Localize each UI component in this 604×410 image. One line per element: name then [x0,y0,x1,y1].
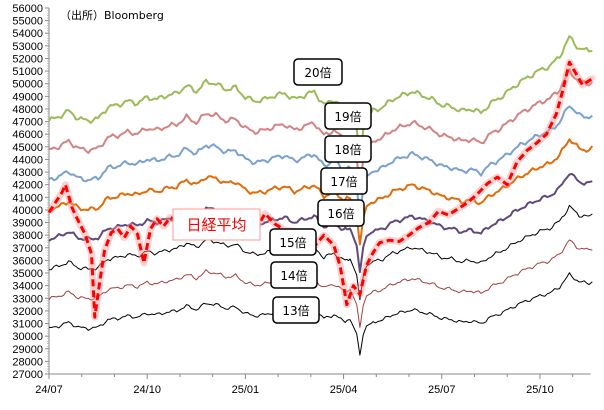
y-tick-label: 56000 [12,3,43,15]
labels-layer: 20倍 19倍 18倍 17倍 16倍 15倍 14倍 13倍 日経平均 [172,58,372,324]
y-tick-label: 39000 [12,218,43,230]
y-tick-label: 53000 [12,41,43,53]
label-text: 15倍 [279,235,306,250]
label-text: 19倍 [334,109,361,124]
y-tick-label: 44000 [12,154,43,166]
y-tick-label: 51000 [12,66,43,78]
label-18x: 18倍 [324,135,372,163]
label-19x: 19倍 [324,102,372,130]
y-tick-label: 29000 [12,344,43,356]
label-text: 17倍 [330,174,357,189]
label-text: 13倍 [282,303,309,318]
label-box [320,167,368,195]
y-tick-label: 47000 [12,117,43,129]
series-line-15x [48,204,593,301]
label-box [272,296,320,324]
label-box [270,261,318,289]
x-tick-label: 25/07 [428,384,456,396]
y-tick-label: 38000 [12,230,43,242]
y-tick-label: 45000 [12,142,43,154]
x-tick-label: 25/10 [526,384,554,396]
label-16x: 16倍 [317,199,365,227]
label-text: 20倍 [304,65,331,80]
y-tick-label: 32000 [12,306,43,318]
y-tick-label: 49000 [12,91,43,103]
y-tick-label: 50000 [12,79,43,91]
x-tick-label: 25/01 [232,384,260,396]
series-line-20x [48,35,593,163]
y-tick-label: 27000 [12,369,43,381]
label-14x: 14倍 [270,261,318,289]
y-tick-label: 43000 [12,167,43,179]
y-tick-label: 55000 [12,16,43,28]
label-box [269,228,317,256]
x-tick-label: 25/04 [330,384,358,396]
x-axis: 24/07 24/10 25/01 25/04 25/07 25/10 [35,373,591,396]
label-text: 14倍 [280,268,307,283]
y-tick-label: 36000 [12,255,43,267]
label-15x: 15倍 [269,228,317,256]
label-text: 16倍 [327,206,354,221]
y-tick-label: 31000 [12,319,43,331]
y-tick-label: 30000 [12,331,43,343]
label-box [293,58,343,86]
y-tick-label: 48000 [12,104,43,116]
x-tick-label: 24/10 [133,384,161,396]
label-nikkei: 日経平均 [172,208,261,241]
series-line-13x [48,272,593,356]
nikkei-label-text: 日経平均 [186,216,246,234]
label-17x: 17倍 [320,167,368,195]
label-text: 18倍 [334,142,361,157]
y-tick-label: 37000 [12,243,43,255]
label-20x: 20倍 [293,58,343,86]
y-tick-label: 42000 [12,180,43,192]
y-tick-label: 34000 [12,281,43,293]
label-13x: 13倍 [272,296,320,324]
label-box [324,102,372,130]
label-box [317,199,365,227]
y-tick-label: 33000 [12,293,43,305]
y-tick-label: 52000 [12,53,43,65]
y-tick-label: 54000 [12,28,43,40]
x-tick-label: 24/07 [35,384,63,396]
y-tick-label: 28000 [12,356,43,368]
y-axis: 2700028000290003000031000320003300034000… [12,3,50,381]
source-note: （出所）Bloomberg [60,8,164,22]
y-tick-label: 40000 [12,205,43,217]
series-line-14x [48,239,593,328]
y-tick-label: 46000 [12,129,43,141]
series-line-19x [48,68,594,191]
y-tick-label: 41000 [12,192,43,204]
nikkei-label-box [172,208,261,241]
y-tick-label: 35000 [12,268,43,280]
label-box [324,135,372,163]
